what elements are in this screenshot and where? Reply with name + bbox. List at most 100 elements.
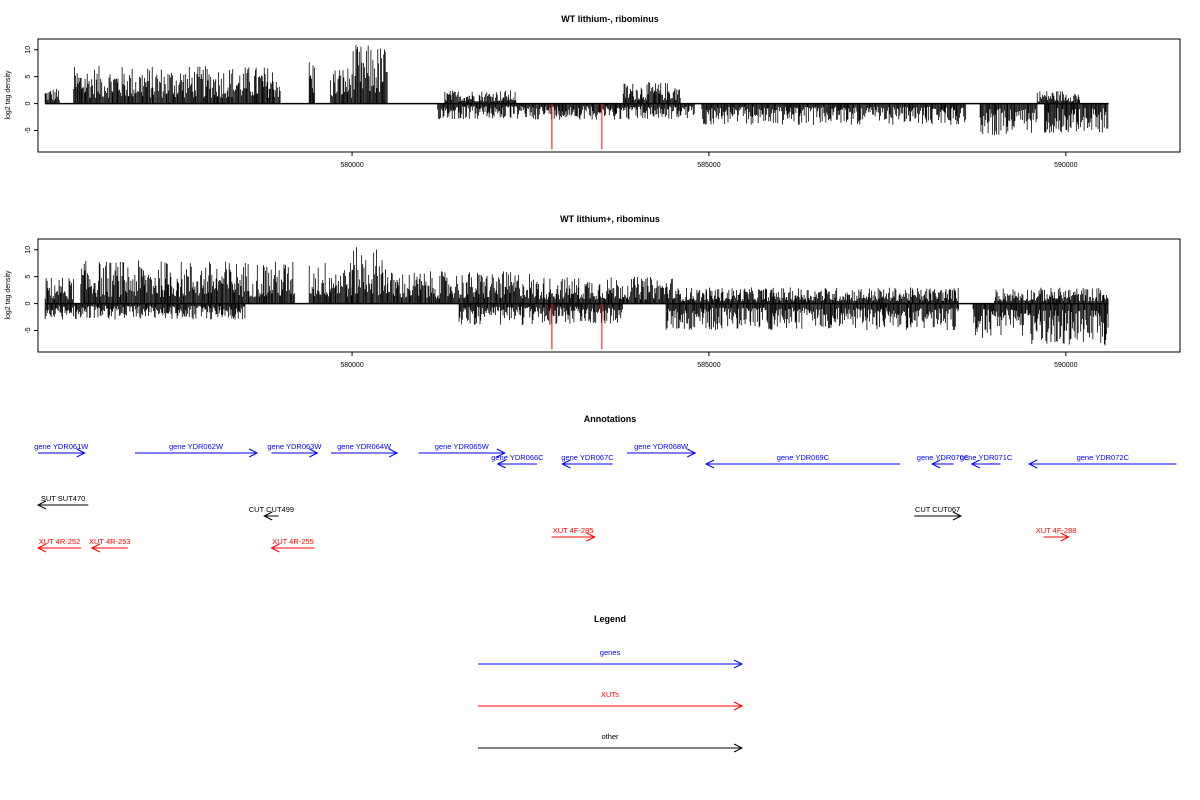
annotation-feature: XUT 4R-252 xyxy=(36,537,82,553)
feature-arrowhead xyxy=(496,448,506,458)
feature-arrowhead xyxy=(1028,459,1038,469)
legend-label: other xyxy=(601,732,619,741)
x-tick-label: 580000 xyxy=(340,362,363,369)
legend-item-other: other xyxy=(478,732,744,753)
annotation-feature: gene YDR062W xyxy=(134,442,259,458)
feature-arrowhead xyxy=(76,448,86,458)
feature-label: XUT 4R-253 xyxy=(89,537,131,546)
feature-label: XUT 4R-255 xyxy=(272,537,314,546)
feature-arrowhead xyxy=(931,459,941,469)
axes-layer: -5 0 5 10 580000 585000 590000 xyxy=(25,246,1078,369)
feature-arrowhead xyxy=(263,511,273,521)
feature-arrowhead xyxy=(36,500,47,510)
legend-arrowhead xyxy=(733,659,744,669)
y-tick-label: 5 xyxy=(25,75,32,79)
legend-arrowhead xyxy=(733,743,744,753)
annotation-feature: XUT 4R-255 xyxy=(270,537,315,553)
feature-arrowhead xyxy=(586,532,596,542)
legend-title: Legend xyxy=(594,614,626,624)
x-tick-label: 585000 xyxy=(697,362,720,369)
annotation-feature: CUT CUT067 xyxy=(914,505,963,521)
annotation-feature: CUT CUT499 xyxy=(249,505,294,521)
feature-label: gene YDR070C xyxy=(917,453,970,462)
plot-frame xyxy=(37,238,1181,353)
feature-arrowhead xyxy=(952,511,963,521)
feature-label: gene YDR069C xyxy=(777,453,830,462)
feature-arrowhead xyxy=(704,459,715,469)
legend-items: genes XUTs other xyxy=(478,648,744,753)
y-tick-label: 0 xyxy=(25,102,32,106)
feature-arrowhead xyxy=(496,459,506,469)
feature-label: XUT 4F-288 xyxy=(1036,526,1077,535)
feature-arrowhead xyxy=(970,459,980,469)
annotation-feature: gene YDR064W xyxy=(331,442,399,458)
x-tick-label: 585000 xyxy=(697,162,720,169)
legend: Legend genes XUTs other xyxy=(478,614,744,753)
legend-label: genes xyxy=(600,648,621,657)
feature-label: XUT 4F-285 xyxy=(553,526,594,535)
annotation-feature: gene YDR066C xyxy=(491,453,544,469)
coverage-panel-lithium-minus: WT lithium-, ribominus log2 tag density … xyxy=(5,14,1181,169)
feature-label: gene YDR064W xyxy=(337,442,392,451)
feature-arrowhead xyxy=(686,448,697,458)
x-tick-label: 590000 xyxy=(1054,162,1077,169)
feature-label: XUT 4R-252 xyxy=(39,537,81,546)
panel-title: WT lithium+, ribominus xyxy=(560,214,660,224)
legend-arrowhead xyxy=(733,701,744,711)
annotations-track: Annotations gene YDR061W gene YDR062W gene… xyxy=(34,414,1177,553)
coverage-panel-lithium-plus: WT lithium+, ribominus log2 tag density … xyxy=(5,214,1181,369)
feature-arrowhead xyxy=(36,543,47,553)
x-tick-label: 590000 xyxy=(1054,362,1077,369)
feature-label: gene YDR063W xyxy=(267,442,322,451)
panel-title: WT lithium-, ribominus xyxy=(561,14,659,24)
feature-label: gene YDR062W xyxy=(169,442,224,451)
feature-arrowhead xyxy=(1060,532,1070,542)
annotation-feature: gene YDR065W xyxy=(418,442,506,458)
feature-arrowhead xyxy=(388,448,399,458)
annotation-feature: gene YDR071C xyxy=(960,453,1013,469)
annotation-feature: gene YDR061W xyxy=(34,442,89,458)
annotation-feature: gene YDR068W xyxy=(626,442,697,458)
annotation-feature: XUT 4F-285 xyxy=(551,526,596,542)
y-tick-label: 10 xyxy=(25,246,32,254)
feature-label: gene YDR065W xyxy=(435,442,490,451)
y-axis-label: log2 tag density xyxy=(5,270,12,320)
y-axis-label: log2 tag density xyxy=(5,70,12,120)
feature-label: gene YDR071C xyxy=(960,453,1013,462)
annotation-feature: gene YDR067C xyxy=(561,453,614,469)
bars-layer xyxy=(44,45,1109,150)
y-tick-label: -5 xyxy=(25,127,32,133)
feature-label: gene YDR067C xyxy=(561,453,614,462)
feature-label: gene YDR066C xyxy=(491,453,544,462)
plot-frame xyxy=(37,38,1181,153)
feature-label: SUT SUT470 xyxy=(41,494,85,503)
annotation-feature: gene YDR072C xyxy=(1028,453,1177,469)
y-tick-label: 5 xyxy=(25,275,32,279)
feature-arrowhead xyxy=(270,543,280,553)
axes-layer: -5 0 5 10 580000 585000 590000 xyxy=(25,46,1078,169)
annotations-title: Annotations xyxy=(584,414,637,424)
feature-arrowhead xyxy=(561,459,571,469)
feature-label: gene YDR072C xyxy=(1077,453,1130,462)
legend-item-xuts: XUTs xyxy=(478,690,744,711)
legend-label: XUTs xyxy=(601,690,619,699)
feature-label: CUT CUT499 xyxy=(249,505,294,514)
feature-label: CUT CUT067 xyxy=(915,505,960,514)
feature-arrowhead xyxy=(309,448,319,458)
y-tick-label: -5 xyxy=(25,327,32,333)
annotation-feature: SUT SUT470 xyxy=(36,494,89,510)
annotation-feature: XUT 4F-288 xyxy=(1036,526,1077,542)
annotation-feature: gene YDR070C xyxy=(917,453,970,469)
feature-arrowhead xyxy=(248,448,259,458)
y-tick-label: 10 xyxy=(25,46,32,54)
bars-layer xyxy=(44,247,1109,350)
y-tick-label: 0 xyxy=(25,302,32,306)
feature-arrowhead xyxy=(90,543,101,553)
x-tick-label: 580000 xyxy=(340,162,363,169)
annotation-feature: gene YDR063W xyxy=(267,442,322,458)
annotation-feature: XUT 4R-253 xyxy=(89,537,131,553)
feature-label: gene YDR068W xyxy=(634,442,689,451)
feature-label: gene YDR061W xyxy=(34,442,89,451)
legend-item-genes: genes xyxy=(478,648,744,669)
